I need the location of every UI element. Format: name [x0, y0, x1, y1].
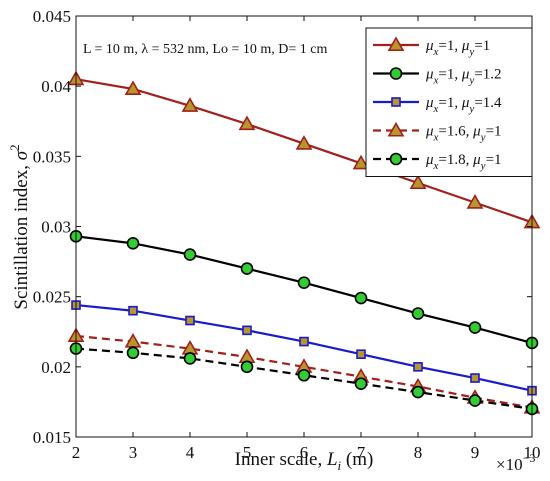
- data-point: [468, 321, 482, 334]
- data-point: [466, 194, 484, 209]
- data-point: [354, 291, 368, 305]
- legend-marker: [389, 152, 403, 166]
- x-tick-label: 7: [357, 443, 366, 462]
- data-point: [238, 115, 256, 131]
- x-tick-label: 10: [524, 443, 541, 462]
- legend-label: μx=1.8, μy=1: [425, 152, 502, 172]
- legend-marker: [387, 36, 405, 52]
- legend-entry: μx=1, μy=1.4: [373, 95, 502, 115]
- y-tick-label: 0.025: [33, 288, 71, 307]
- data-point: [352, 154, 370, 170]
- y-tick-label: 0.03: [41, 218, 71, 237]
- data-point: [470, 373, 480, 383]
- series-line: [75, 347, 533, 411]
- legend-entry: μx=1, μy=1: [373, 36, 490, 58]
- y-tick-label: 0.02: [41, 358, 71, 377]
- x-tick-label: 8: [414, 443, 423, 462]
- data-point: [185, 315, 195, 326]
- data-point: [183, 248, 197, 261]
- legend-marker: [389, 67, 403, 80]
- data-point: [411, 307, 425, 320]
- axis-layer: 2 3 4 5 6 7 8 9 10 0.015 0.02 0.025 0.03 0.035 0.04 0.0…: [33, 7, 541, 462]
- data-point: [181, 97, 199, 112]
- x-tick-label: 9: [471, 443, 480, 462]
- legend-label: μx=1, μy=1.2: [425, 67, 502, 87]
- series-1: [67, 70, 541, 229]
- legend-label: μx=1, μy=1.4: [425, 95, 502, 115]
- y-tick-label: 0.015: [33, 428, 71, 447]
- x-tick-label: 6: [300, 443, 309, 462]
- data-point: [468, 394, 482, 407]
- x-axis-label: Inner scale, Li (m): [235, 449, 374, 473]
- data-point: [295, 135, 313, 150]
- data-point: [411, 385, 425, 399]
- legend-entry: μx=1.8, μy=1: [373, 152, 502, 172]
- x-tick-label: 3: [129, 443, 138, 462]
- y-tick-label: 0.035: [33, 147, 71, 166]
- legend: μx=1, μy=1 μx=1, μy=1.2 μx=1, μy=1.4 μx=1.6…: [365, 27, 533, 177]
- data-point: [183, 352, 197, 365]
- y-tick-label: 0.04: [41, 77, 71, 96]
- y-tick-label: 0.045: [33, 7, 71, 26]
- data-point: [126, 237, 140, 250]
- data-point: [240, 262, 254, 275]
- data-point: [124, 80, 142, 96]
- x-tick-label: 2: [72, 443, 81, 462]
- series-2: [69, 230, 539, 350]
- data-point: [126, 346, 140, 360]
- data-point: [299, 336, 309, 347]
- legend-entry: μx=1.6, μy=1: [373, 121, 502, 144]
- series-line: [75, 334, 533, 409]
- x-tick-label: 5: [243, 443, 252, 462]
- legend-label: μx=1, μy=1: [425, 38, 490, 58]
- series-layer: [67, 70, 541, 416]
- data-point: [128, 305, 138, 316]
- x-tick-label: 4: [186, 443, 195, 462]
- legend-marker: [387, 121, 405, 137]
- annotation-text: L = 10 m, λ = 532 nm, Lo = 10 m, D= 1 cm: [83, 42, 327, 57]
- data-point: [242, 325, 252, 336]
- data-point: [297, 368, 311, 382]
- legend-marker: [391, 97, 401, 107]
- legend-label: μx=1.6, μy=1: [425, 124, 502, 144]
- data-point: [409, 174, 427, 190]
- x-multiplier: ×10−3: [496, 451, 535, 474]
- data-point: [240, 360, 254, 374]
- legend-entry: μx=1, μy=1.2: [373, 67, 502, 87]
- data-point: [413, 362, 423, 372]
- data-point: [354, 377, 368, 390]
- data-point: [356, 349, 366, 360]
- data-point: [297, 276, 311, 289]
- y-axis-label: Scintillation index, σ2: [7, 144, 32, 309]
